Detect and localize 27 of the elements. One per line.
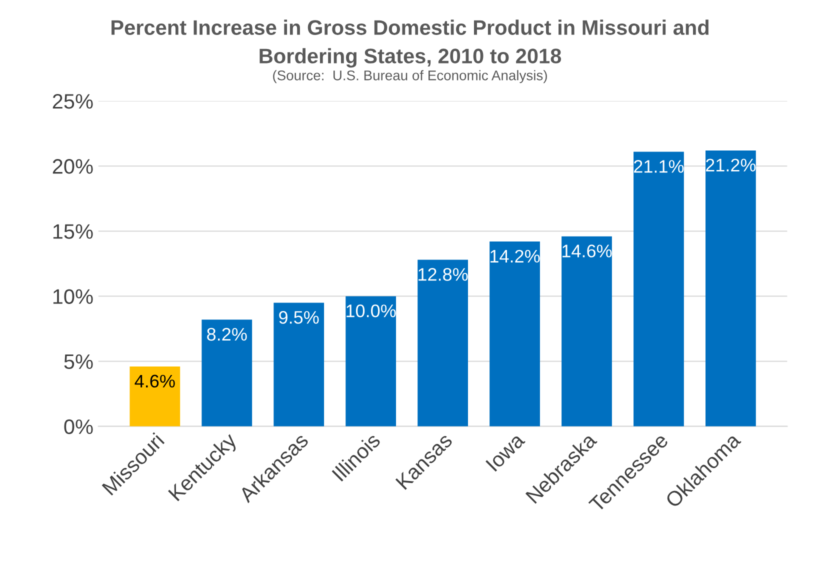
bar xyxy=(418,260,468,426)
bar xyxy=(346,296,396,426)
text: (Source: U.S. Bureau of Economic Analysis) xyxy=(273,70,547,84)
data-label: 14.6% xyxy=(562,244,612,258)
data-label: 9.5% xyxy=(279,311,319,324)
y-tick-label: 0% xyxy=(64,419,93,434)
chart-title: Percent Increase in Gross Domestic Product in Missouri and Bordering States, 2010 to 2018 xyxy=(112,20,708,68)
bar xyxy=(634,152,684,426)
y-tick-label: 15% xyxy=(53,224,93,239)
data-label: 10.0% xyxy=(346,304,396,318)
data-label: 21.1% xyxy=(634,160,684,173)
bar xyxy=(490,242,540,426)
bar xyxy=(706,150,756,426)
bar xyxy=(202,320,252,426)
y-tick-label: 25% xyxy=(52,94,93,109)
bar xyxy=(130,366,180,426)
data-label: 21.2% xyxy=(706,158,756,172)
data-label: 12.8% xyxy=(418,268,468,281)
y-tick-label: 20% xyxy=(52,159,93,174)
x-tick-label: Iowa xyxy=(486,432,526,472)
bar xyxy=(274,302,324,426)
data-label: 8.2% xyxy=(207,328,247,341)
data-label: 14.2% xyxy=(490,250,540,263)
bar xyxy=(562,236,612,426)
y-tick-label: 5% xyxy=(64,354,93,370)
data-label: 4.6% xyxy=(134,374,175,388)
y-tick-label: 10% xyxy=(53,289,93,304)
